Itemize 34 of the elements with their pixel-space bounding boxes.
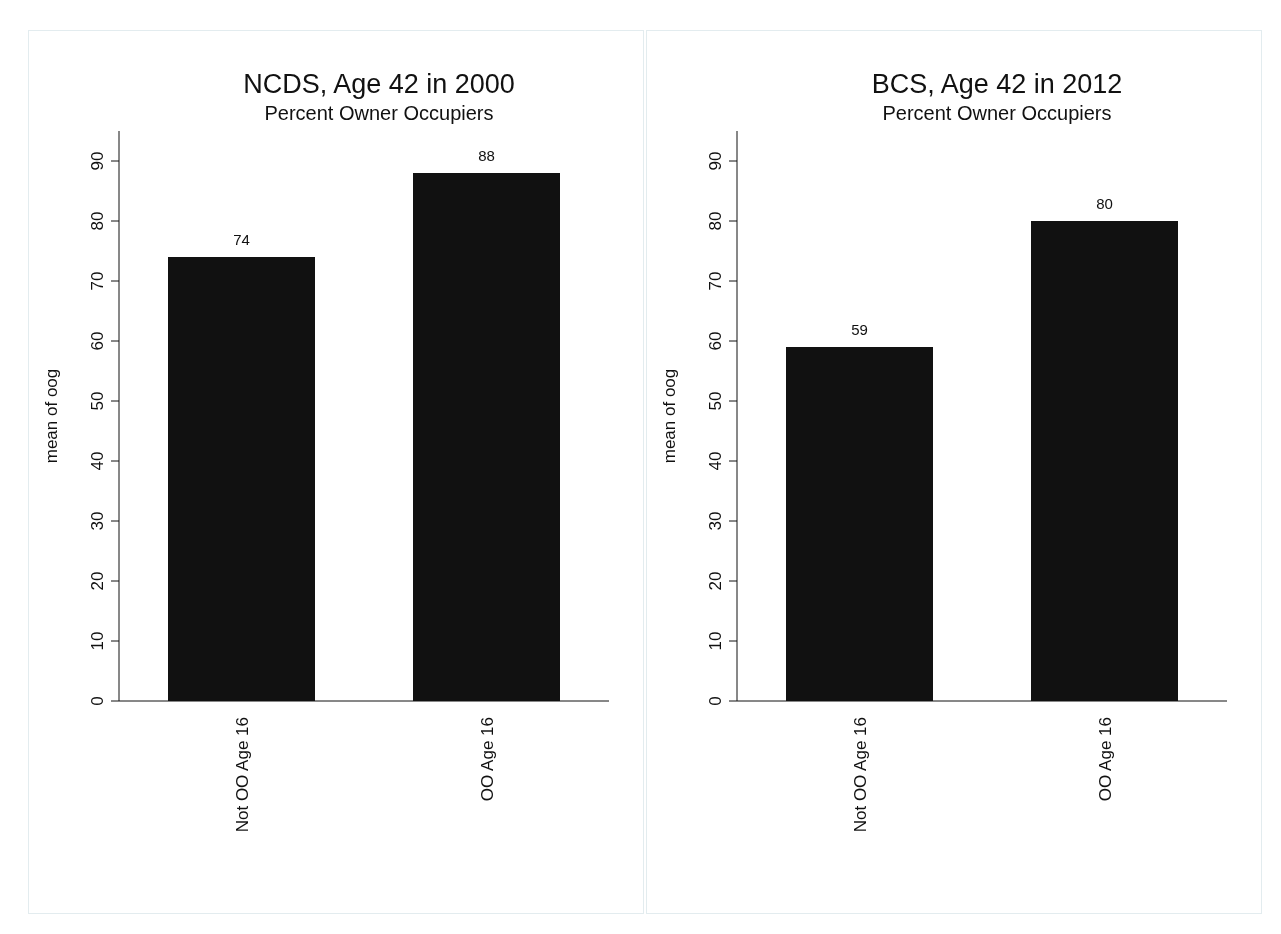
chart-title: BCS, Age 42 in 2012 xyxy=(870,69,1124,100)
data-label: 80 xyxy=(1096,195,1113,212)
data-label: 74 xyxy=(233,231,250,248)
data-label: 59 xyxy=(851,321,868,338)
y-tick-label: 70 xyxy=(706,271,725,291)
y-tick-label: 0 xyxy=(706,696,725,706)
y-tick-label: 70 xyxy=(88,271,107,291)
x-tick-label: OO Age 16 xyxy=(477,717,497,802)
y-axis-title: mean of oog xyxy=(42,368,62,464)
y-tick-label: 60 xyxy=(88,331,107,351)
y-tick-label: 90 xyxy=(88,151,107,171)
y-tick-label: 50 xyxy=(706,391,725,411)
y-axis-title: mean of oog xyxy=(660,368,680,464)
x-tick-label: OO Age 16 xyxy=(1095,717,1115,802)
y-tick-label: 40 xyxy=(706,451,725,471)
x-tick-label: Not OO Age 16 xyxy=(232,717,252,833)
y-tick-label: 80 xyxy=(706,211,725,231)
y-tick-label: 80 xyxy=(88,211,107,231)
y-tick-label: 30 xyxy=(88,511,107,531)
y-tick-label: 20 xyxy=(706,571,725,591)
chart-subtitle: Percent Owner Occupiers xyxy=(263,102,495,125)
y-tick-label: 10 xyxy=(706,631,725,651)
y-tick-label: 0 xyxy=(88,696,107,706)
y-tick-label: 90 xyxy=(706,151,725,171)
y-tick-label: 60 xyxy=(706,331,725,351)
y-tick-label: 30 xyxy=(706,511,725,531)
y-tick-label: 20 xyxy=(88,571,107,591)
data-label: 88 xyxy=(478,147,495,164)
chart-title: NCDS, Age 42 in 2000 xyxy=(242,69,516,100)
y-tick-label: 40 xyxy=(88,451,107,471)
chart-subtitle: Percent Owner Occupiers xyxy=(881,102,1113,125)
y-tick-label: 10 xyxy=(88,631,107,651)
y-tick-label: 50 xyxy=(88,391,107,411)
x-tick-label: Not OO Age 16 xyxy=(850,717,870,833)
